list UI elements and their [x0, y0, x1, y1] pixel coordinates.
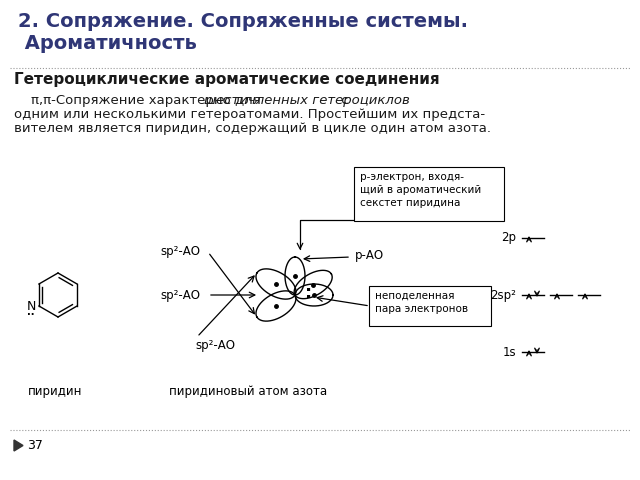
Text: 2p: 2p	[501, 231, 516, 244]
Text: вителем является пиридин, содержащий в цикле один атом азота.: вителем является пиридин, содержащий в ц…	[14, 122, 491, 135]
Text: N: N	[26, 300, 36, 313]
Text: p-электрон, входя-
щий в ароматический
секстет пиридина: p-электрон, входя- щий в ароматический с…	[360, 172, 481, 208]
Text: р-АО: р-АО	[355, 249, 384, 262]
Text: sp²-АО: sp²-АО	[195, 338, 235, 351]
Text: шестичленных гетероциклов: шестичленных гетероциклов	[204, 94, 410, 107]
Text: пиридин: пиридин	[28, 385, 82, 398]
Text: ··: ··	[27, 310, 35, 320]
Text: 2. Сопряжение. Сопряженные системы.: 2. Сопряжение. Сопряженные системы.	[18, 12, 468, 31]
Text: :: :	[305, 284, 312, 302]
Text: sp²-АО: sp²-АО	[160, 245, 200, 259]
Text: 2sp²: 2sp²	[490, 288, 516, 301]
Text: неподеленная
пара электронов: неподеленная пара электронов	[375, 291, 468, 314]
Text: 1s: 1s	[502, 346, 516, 359]
FancyBboxPatch shape	[354, 167, 504, 221]
FancyBboxPatch shape	[369, 286, 491, 326]
Text: одним или несколькими гетероатомами. Простейшим их предста-: одним или несколькими гетероатомами. Про…	[14, 108, 485, 121]
Text: sp²-АО: sp²-АО	[160, 288, 200, 301]
Text: Гетероциклические ароматические соединения: Гетероциклические ароматические соединен…	[14, 72, 440, 87]
Text: пиридиновый атом азота: пиридиновый атом азота	[169, 385, 327, 398]
Text: с: с	[337, 94, 349, 107]
Text: Ароматичность: Ароматичность	[18, 34, 197, 53]
Polygon shape	[14, 440, 23, 451]
Text: 37: 37	[27, 439, 43, 452]
Text: π,π-Сопряжение характерно для: π,π-Сопряжение характерно для	[14, 94, 265, 107]
